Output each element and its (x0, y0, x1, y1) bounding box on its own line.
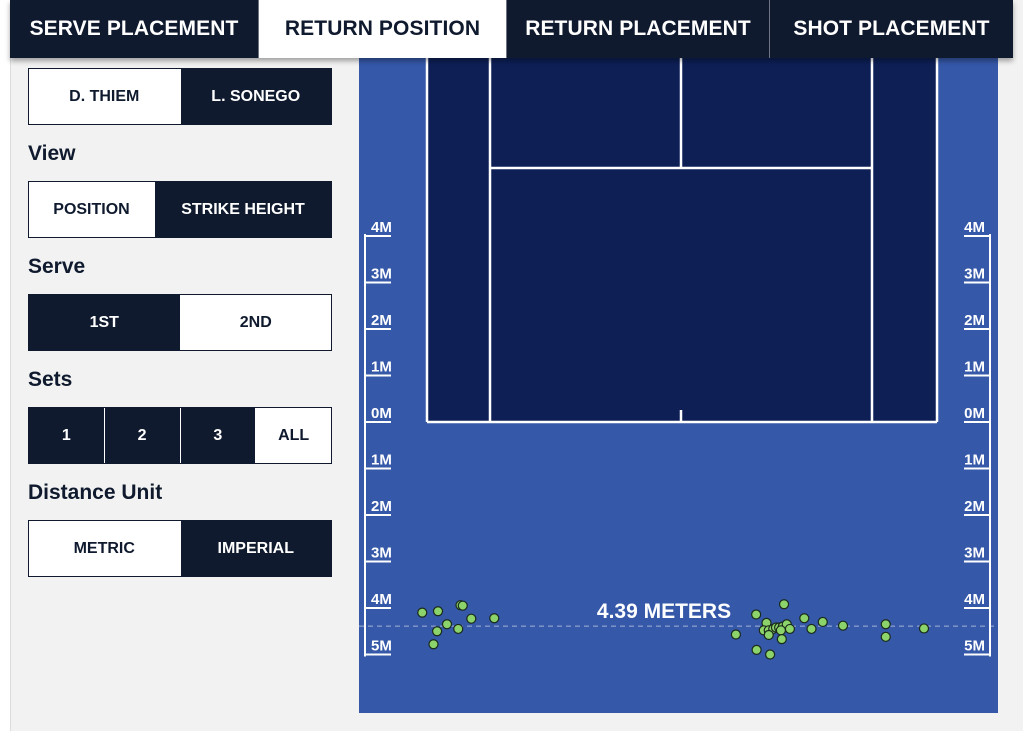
serve-toggle: 1ST 2ND (28, 294, 332, 351)
court-lines (425, 58, 939, 424)
distance-unit-title: Distance Unit (28, 481, 163, 504)
player-thiem-button[interactable]: D. THIEM (29, 69, 181, 124)
return-point (918, 623, 930, 634)
left-depth-ruler: 4M 3M 2M 1M 0M 1M 2M 3M 4M 5M (364, 219, 392, 657)
average-depth-label: 4.39 METERS (597, 600, 731, 623)
unit-metric-button[interactable]: METRIC (29, 521, 181, 576)
return-point (432, 606, 444, 617)
tab-bar: SERVE PLACEMENT RETURN POSITION RETURN P… (10, 0, 1013, 58)
set-all-button[interactable]: ALL (256, 408, 331, 463)
return-point (489, 613, 500, 624)
return-point (817, 616, 828, 628)
sets-title: Sets (28, 368, 73, 391)
return-point (765, 649, 776, 660)
ruler-label: 2M (371, 312, 392, 329)
ruler-label: 2M (964, 498, 985, 515)
return-point (880, 631, 891, 642)
return-point (837, 620, 849, 631)
ruler-label: 3M (371, 266, 392, 283)
sets-toggle: 1 2 3 ALL (28, 407, 332, 464)
set-1-button[interactable]: 1 (29, 408, 105, 463)
set-3-button[interactable]: 3 (180, 408, 257, 463)
ruler-label: 1M (371, 452, 392, 469)
ruler-label: 4M (964, 591, 985, 608)
ruler-label: 5M (371, 638, 392, 655)
return-point (784, 623, 795, 635)
court-visualization: 4M 3M 2M 1M 0M 1M 2M 3M 4M 5M 4M 3M 2M 1M 0M 1M 2M 3M 4M 5… (359, 58, 998, 713)
tab-shot-placement[interactable]: SHOT PLACEMENT (793, 17, 990, 40)
return-point (466, 613, 477, 624)
distance-unit-toggle: METRIC IMPERIAL (28, 520, 332, 577)
ruler-label: 3M (964, 545, 985, 562)
ruler-label: 4M (964, 219, 985, 236)
view-strike-height-button[interactable]: STRIKE HEIGHT (155, 182, 331, 237)
serve-2nd-button[interactable]: 2ND (180, 295, 331, 350)
ruler-label: 4M (371, 591, 392, 608)
ruler-label: 1M (371, 359, 392, 376)
ruler-label: 3M (964, 266, 985, 283)
filter-sidebar: D. THIEM L. SONEGO View POSITION STRIKE … (28, 68, 332, 577)
right-depth-ruler: 4M 3M 2M 1M 0M 1M 2M 3M 4M 5M (964, 219, 991, 657)
view-toggle: POSITION STRIKE HEIGHT (28, 181, 332, 238)
ruler-label: 5M (964, 638, 985, 655)
return-point (417, 607, 428, 618)
ruler-label: 2M (964, 312, 985, 329)
ruler-label: 3M (371, 545, 392, 562)
tab-serve-placement[interactable]: SERVE PLACEMENT (10, 0, 259, 58)
ruler-label: 1M (964, 452, 985, 469)
tab-return-position[interactable]: RETURN POSITION (259, 0, 507, 58)
ruler-label: 4M (371, 219, 392, 236)
unit-imperial-button[interactable]: IMPERIAL (180, 521, 331, 576)
tab-return-placement[interactable]: RETURN PLACEMENT (507, 0, 770, 58)
court-svg: 4M 3M 2M 1M 0M 1M 2M 3M 4M 5M 4M 3M 2M 1M 0M 1M 2M 3M 4M 5… (359, 58, 998, 713)
return-point (763, 629, 774, 641)
ruler-label: 0M (964, 405, 985, 422)
return-points (417, 599, 930, 660)
return-point (776, 634, 787, 645)
return-point (778, 599, 790, 610)
set-2-button[interactable]: 2 (104, 408, 181, 463)
return-point (775, 625, 786, 636)
ruler-label: 0M (371, 405, 392, 422)
return-point (730, 629, 741, 640)
return-point (799, 613, 810, 624)
return-point (880, 619, 891, 630)
view-position-button[interactable]: POSITION (29, 182, 155, 237)
return-point (453, 623, 464, 635)
return-point (457, 600, 468, 611)
player-toggle: D. THIEM L. SONEGO (28, 68, 332, 125)
return-point (751, 609, 762, 620)
serve-title: Serve (28, 255, 86, 278)
ruler-label: 2M (371, 498, 392, 515)
serve-1st-button[interactable]: 1ST (29, 295, 181, 350)
return-point (441, 619, 453, 630)
ruler-label: 1M (964, 359, 985, 376)
return-point (431, 626, 443, 637)
view-title: View (28, 142, 76, 165)
return-point (806, 623, 817, 635)
return-point (428, 639, 439, 650)
player-sonego-button[interactable]: L. SONEGO (180, 69, 331, 124)
return-point (751, 644, 762, 655)
